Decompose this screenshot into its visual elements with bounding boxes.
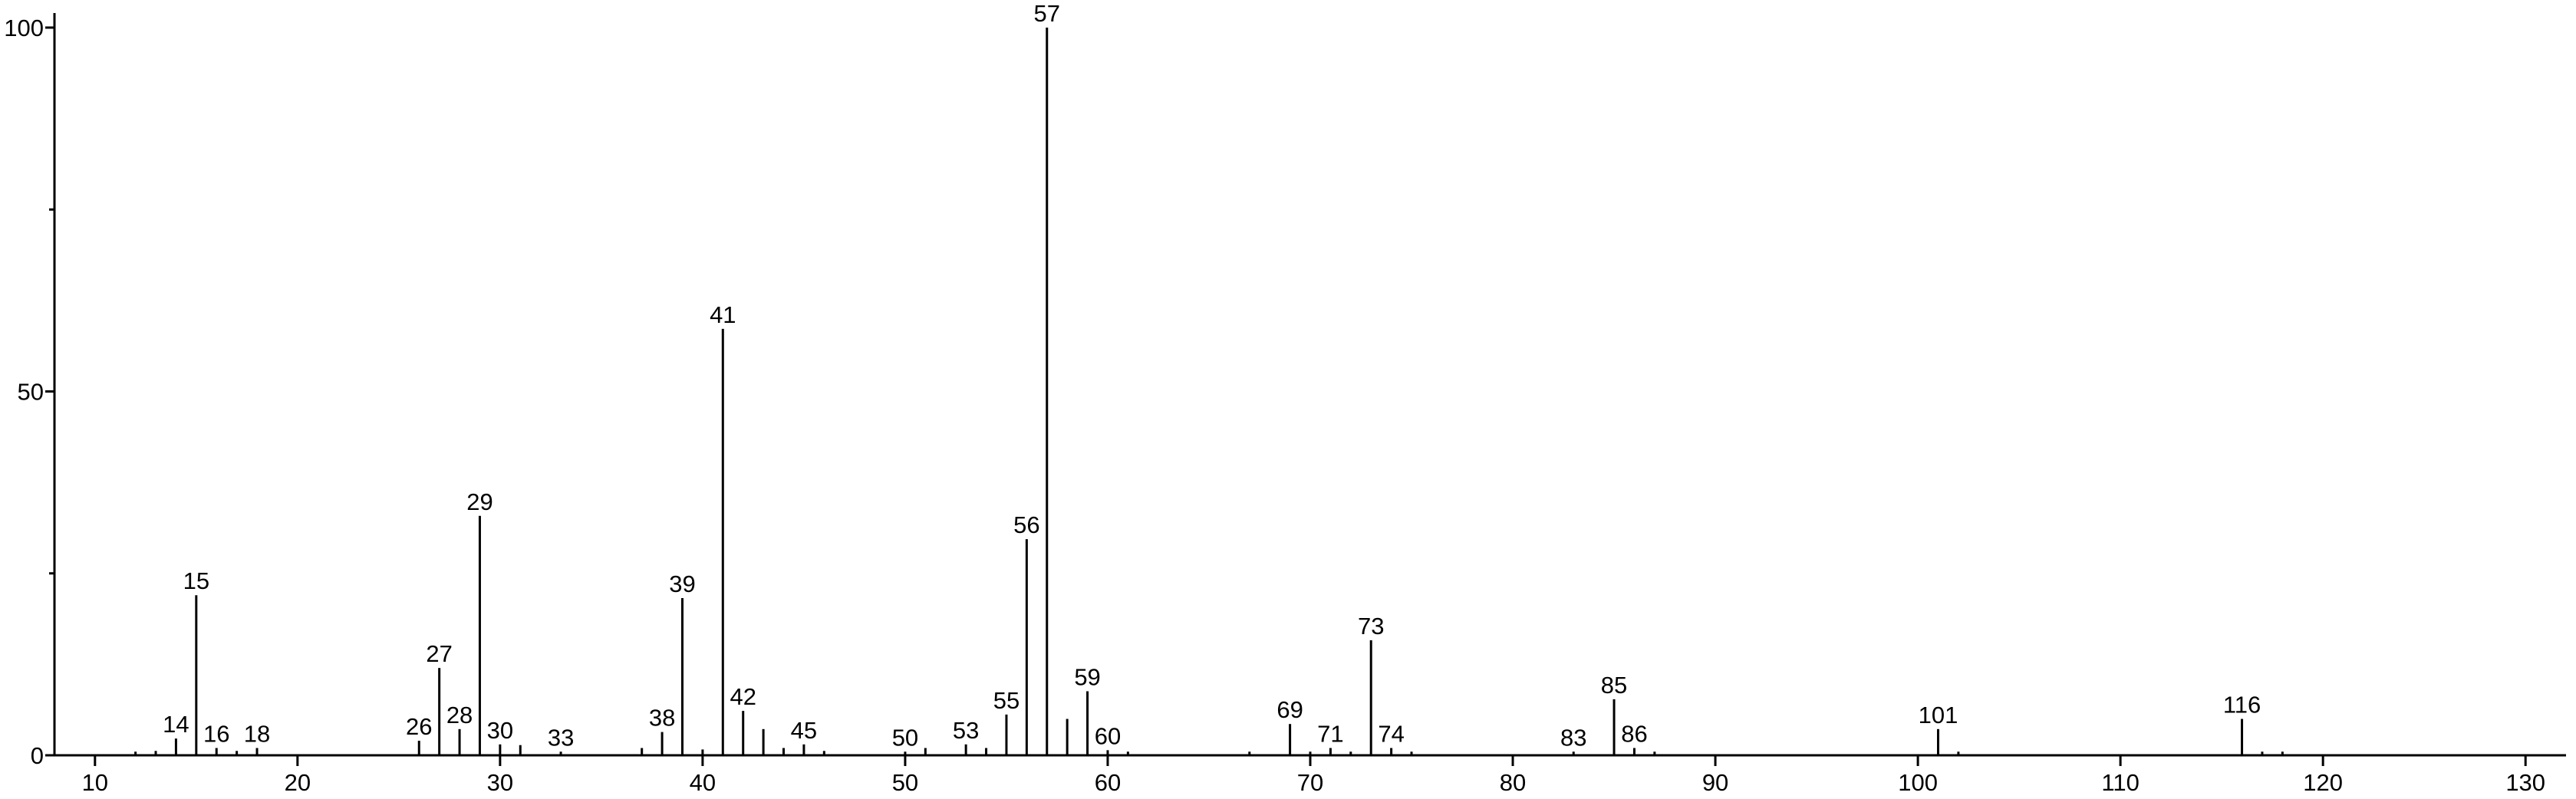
peak-label: 50 [892,724,918,751]
x-tick-label: 80 [1500,769,1526,796]
x-tick-label: 50 [892,769,918,796]
peak-label: 59 [1074,663,1100,690]
x-tick-label: 60 [1095,769,1121,796]
x-tick-label: 120 [2303,769,2343,796]
peak-label: 33 [548,724,574,751]
peak-label: 38 [649,705,675,732]
peak-label: 56 [1013,511,1039,538]
x-tick-label: 30 [487,769,513,796]
peak-label: 74 [1378,721,1404,748]
peak-label: 60 [1095,722,1121,749]
peak-label: 41 [710,301,736,328]
peak-label: 45 [791,717,817,744]
peak-label: 26 [406,713,432,740]
y-tick-label: 50 [18,378,44,405]
peak-label: 86 [1621,721,1647,748]
peak-label: 16 [203,721,229,748]
peak-label: 83 [1560,724,1586,751]
peak-label: 27 [426,640,452,667]
peak-label: 28 [446,702,473,728]
peak-label: 14 [163,711,189,738]
peak-label: 30 [487,717,513,744]
peak-label: 42 [730,683,756,710]
x-tick-label: 130 [2505,769,2545,796]
x-tick-label: 110 [2101,769,2139,796]
x-tick-label: 90 [1702,769,1728,796]
peak-label: 39 [669,570,695,597]
peak-label: 101 [1919,702,1958,728]
peak-label: 85 [1601,672,1627,699]
x-tick-label: 10 [82,769,108,796]
peak-label: 55 [993,687,1020,714]
peak-label: 57 [1034,0,1060,27]
peak-label: 116 [2223,692,2261,718]
peak-label: 15 [183,567,209,594]
x-tick-label: 70 [1297,769,1323,796]
peak-label: 18 [244,721,270,748]
peak-label: 73 [1358,613,1384,640]
peak-label: 71 [1317,721,1343,748]
y-tick-label: 0 [31,742,44,769]
peak-label: 29 [466,488,492,515]
x-tick-label: 20 [285,769,311,796]
x-tick-label: 100 [1898,769,1938,796]
y-tick-label: 100 [4,15,44,41]
peak-label: 53 [953,717,979,744]
peak-label: 69 [1276,696,1303,723]
x-tick-label: 40 [690,769,716,796]
